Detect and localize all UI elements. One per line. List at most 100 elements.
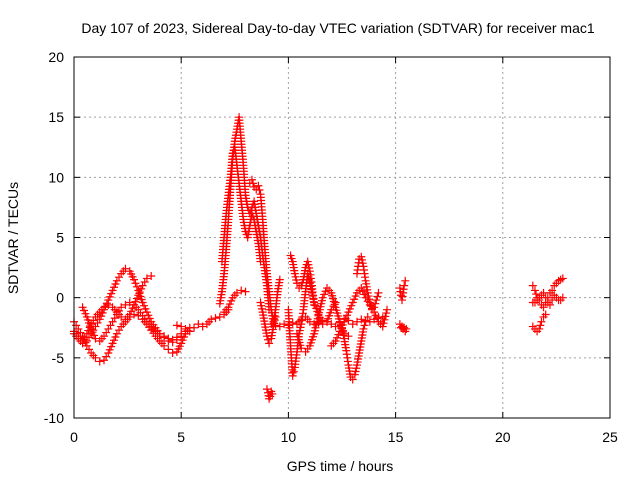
grid (74, 57, 610, 418)
data-point (177, 329, 186, 338)
y-tick-label: 10 (48, 169, 64, 185)
data-point (72, 321, 81, 330)
data-point (331, 322, 340, 331)
data-point (85, 345, 94, 354)
chart-title: Day 107 of 2023, Sidereal Day-to-day VTE… (81, 20, 594, 36)
data-point (383, 305, 392, 314)
data-point (255, 185, 264, 194)
data-point (267, 320, 276, 329)
data-point (168, 349, 177, 358)
data-point (104, 324, 113, 333)
data-point (310, 300, 319, 309)
data-point (125, 298, 134, 307)
data-point (558, 274, 567, 283)
data-point (130, 275, 139, 284)
y-tick-label: 20 (48, 49, 64, 65)
data-point (211, 314, 220, 323)
y-tick-label: 15 (48, 109, 64, 125)
data-point (539, 303, 548, 312)
data-point (288, 318, 297, 327)
data-point (160, 332, 169, 341)
data-point (336, 321, 345, 330)
data-point (382, 309, 391, 318)
data-point (379, 319, 388, 328)
data-point (164, 334, 173, 343)
data-point (249, 179, 258, 188)
data-point (262, 332, 271, 341)
x-axis-label: GPS time / hours (287, 458, 394, 474)
data-point (172, 333, 181, 342)
data-point (104, 300, 113, 309)
data-point (288, 371, 297, 380)
data-markers (70, 113, 567, 403)
data-point (265, 339, 274, 348)
data-point (271, 321, 280, 330)
data-point (271, 312, 280, 321)
data-point (254, 181, 263, 190)
data-point (402, 324, 411, 333)
data-point (117, 303, 126, 312)
data-point (370, 303, 379, 312)
data-point (100, 356, 109, 365)
data-point (147, 272, 156, 281)
data-point (537, 317, 546, 326)
data-point (115, 273, 124, 282)
data-point (305, 317, 314, 326)
data-point (327, 320, 336, 329)
plot-frame (73, 56, 611, 419)
data-point (106, 321, 115, 330)
data-point (102, 352, 111, 361)
data-point (541, 293, 550, 302)
y-axis-label: SDTVAR / TECUs (5, 182, 21, 294)
data-point (530, 286, 539, 295)
x-tick-label: 15 (388, 429, 404, 445)
data-point (378, 322, 387, 331)
data-point (194, 320, 203, 329)
data-point (190, 323, 199, 332)
data-point (268, 389, 277, 398)
data-point (155, 329, 164, 338)
data-point (160, 341, 169, 350)
data-point (121, 264, 130, 273)
data-point (232, 288, 241, 297)
data-point (548, 286, 557, 295)
data-point (297, 344, 306, 353)
data-point (115, 326, 124, 335)
data-point (372, 296, 381, 305)
x-tick-label: 5 (177, 429, 185, 445)
data-point (360, 321, 369, 330)
data-point (132, 282, 141, 291)
data-point (121, 300, 130, 309)
data-point (400, 281, 409, 290)
data-point (237, 286, 246, 295)
data-point (185, 327, 194, 336)
data-point (318, 320, 327, 329)
data-point (539, 288, 548, 297)
data-point (177, 322, 186, 331)
data-point (262, 385, 271, 394)
data-point (348, 375, 357, 384)
data-point (110, 314, 119, 323)
y-tick-label: -10 (44, 410, 64, 426)
data-point (401, 276, 410, 285)
x-tick-label: 0 (70, 429, 78, 445)
data-point (172, 321, 181, 330)
x-tick-label: 20 (495, 429, 511, 445)
data-point (289, 367, 298, 376)
data-point (528, 281, 537, 290)
x-tick-label: 10 (281, 429, 297, 445)
data-point (365, 298, 374, 307)
data-point (275, 275, 284, 284)
data-point (181, 324, 190, 333)
data-point (80, 333, 89, 342)
data-point (280, 320, 289, 329)
data-point (335, 317, 344, 326)
data-point (207, 315, 216, 324)
data-point (198, 322, 207, 331)
data-point (108, 317, 117, 326)
data-point (91, 353, 100, 362)
data-point (373, 292, 382, 301)
data-point (545, 300, 554, 309)
data-point (292, 279, 301, 288)
